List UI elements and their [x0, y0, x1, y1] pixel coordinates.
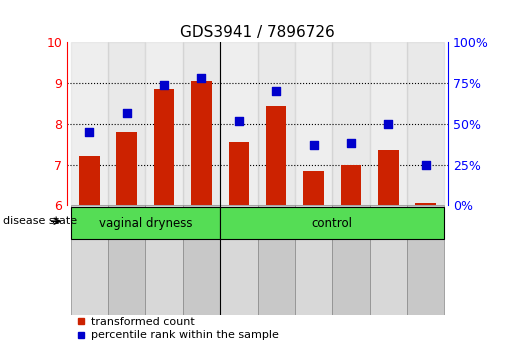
Bar: [229, 142, 249, 205]
Bar: [145, 42, 183, 205]
Point: [272, 88, 280, 94]
Point: [347, 141, 355, 146]
Bar: [266, 105, 286, 205]
Bar: [183, 42, 220, 205]
Bar: [71, 42, 108, 205]
Bar: [258, 205, 295, 315]
Bar: [258, 42, 295, 205]
Bar: [154, 89, 175, 205]
Legend: transformed count, percentile rank within the sample: transformed count, percentile rank withi…: [73, 313, 284, 345]
Point: [235, 118, 243, 124]
Bar: [378, 150, 399, 205]
Point: [85, 129, 94, 135]
Point: [197, 75, 205, 81]
Bar: [191, 81, 212, 205]
Bar: [116, 132, 137, 205]
Bar: [183, 205, 220, 315]
Bar: [220, 205, 258, 315]
Bar: [370, 42, 407, 205]
Bar: [71, 207, 220, 239]
Point: [123, 110, 131, 115]
Point: [310, 142, 318, 148]
Text: vaginal dryness: vaginal dryness: [99, 217, 192, 229]
Bar: [295, 205, 332, 315]
Bar: [71, 205, 108, 315]
Bar: [370, 205, 407, 315]
Text: disease state: disease state: [3, 216, 77, 226]
Title: GDS3941 / 7896726: GDS3941 / 7896726: [180, 25, 335, 40]
Bar: [303, 171, 324, 205]
Bar: [407, 205, 444, 315]
Bar: [145, 205, 183, 315]
Bar: [108, 205, 145, 315]
Bar: [79, 156, 99, 205]
Bar: [332, 205, 370, 315]
Bar: [416, 203, 436, 205]
Point: [421, 162, 430, 167]
Bar: [332, 42, 370, 205]
Bar: [108, 42, 145, 205]
Point: [160, 82, 168, 88]
Bar: [295, 42, 332, 205]
Point: [384, 121, 392, 127]
Bar: [407, 42, 444, 205]
Bar: [220, 42, 258, 205]
Bar: [340, 165, 361, 205]
Bar: [220, 207, 444, 239]
Text: control: control: [312, 217, 353, 229]
